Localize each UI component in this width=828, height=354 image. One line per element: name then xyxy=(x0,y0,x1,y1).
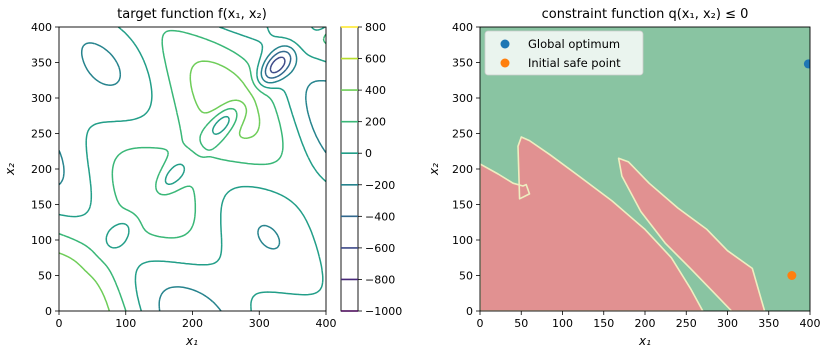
constraint-panel: constraint function q(x₁, x₂) ≤ 0 0 50 100… xyxy=(427,7,821,348)
contour-level-400 xyxy=(59,60,261,311)
contour-level-200 xyxy=(59,29,326,311)
x-tick-label: 350 xyxy=(758,317,779,330)
legend-marker-global-optimum xyxy=(500,39,510,49)
y-tick-label: 400 xyxy=(452,21,473,34)
constraint-x-ticks: 0 50 100 150 200 250 300 350 400 xyxy=(477,311,821,330)
y-tick-label: 300 xyxy=(31,92,52,105)
contour-ylabel: x₂ xyxy=(3,163,17,176)
y-tick-label: 50 xyxy=(459,270,473,283)
x-tick-label: 200 xyxy=(182,317,203,330)
colorbar-tick-label: −1000 xyxy=(365,305,402,318)
x-tick-label: 150 xyxy=(593,317,614,330)
legend-label-global-optimum: Global optimum xyxy=(528,37,620,51)
y-tick-label: 400 xyxy=(31,21,52,34)
contour-level--600 xyxy=(269,56,286,74)
colorbar xyxy=(340,26,359,312)
x-tick-label: 0 xyxy=(56,317,63,330)
contour-lines xyxy=(59,27,326,311)
contour-title: target function f(x₁, x₂) xyxy=(117,7,267,22)
colorbar-tick-label: −600 xyxy=(365,242,395,255)
contour-xlabel: x₁ xyxy=(185,334,198,348)
colorbar-levels xyxy=(341,26,358,312)
legend-box xyxy=(484,30,644,76)
y-tick-label: 250 xyxy=(31,128,52,141)
legend-label-initial-safe-point: Initial safe point xyxy=(528,56,621,70)
x-tick-label: 50 xyxy=(514,317,528,330)
x-tick-label: 200 xyxy=(635,317,656,330)
colorbar-tick-label: 0 xyxy=(365,147,372,160)
initial-safe-point-marker xyxy=(787,271,797,280)
x-tick-label: 0 xyxy=(477,317,484,330)
contour-panel: target function f(x₁, x₂) 0 100 200 300 400 … xyxy=(3,7,402,348)
y-tick-label: 350 xyxy=(452,57,473,70)
colorbar-tick-label: 600 xyxy=(365,53,386,66)
x-tick-label: 100 xyxy=(115,317,136,330)
colorbar-tick-label: 800 xyxy=(365,21,386,34)
x-tick-label: 300 xyxy=(249,317,270,330)
y-tick-label: 150 xyxy=(452,199,473,212)
legend: Global optimum Initial safe point xyxy=(484,30,644,76)
x-tick-label: 400 xyxy=(316,317,337,330)
x-tick-label: 300 xyxy=(717,317,738,330)
x-tick-label: 400 xyxy=(800,317,821,330)
colorbar-tick-label: −800 xyxy=(365,273,395,286)
y-tick-label: 350 xyxy=(31,57,52,70)
y-tick-label: 250 xyxy=(452,128,473,141)
x-tick-label: 100 xyxy=(552,317,573,330)
y-tick-label: 150 xyxy=(31,199,52,212)
contour-level--200 xyxy=(59,42,326,311)
marker-points xyxy=(787,59,810,280)
x-tick-label: 250 xyxy=(676,317,697,330)
colorbar-tick-label: −400 xyxy=(365,210,395,223)
constraint-xlabel: x₁ xyxy=(638,334,651,348)
constraint-y-ticks: 0 50 100 150 200 250 300 350 400 xyxy=(452,21,480,318)
y-tick-label: 0 xyxy=(45,305,52,318)
y-tick-label: 50 xyxy=(38,270,52,283)
contour-x-ticks: 0 100 200 300 400 xyxy=(56,311,337,330)
y-tick-label: 300 xyxy=(452,92,473,105)
contour-y-ticks: 0 50 100 150 200 250 300 350 400 xyxy=(31,21,59,318)
y-tick-label: 0 xyxy=(466,305,473,318)
constraint-ylabel: x₂ xyxy=(427,163,441,176)
unsafe-region-1 xyxy=(480,136,704,311)
y-tick-label: 200 xyxy=(31,163,52,176)
colorbar-ticks: 800 600 400 200 0 −200 −400 −600 −800 −1000 xyxy=(358,21,402,318)
constraint-title: constraint function q(x₁, x₂) ≤ 0 xyxy=(542,7,749,22)
colorbar-tick-label: 400 xyxy=(365,84,386,97)
colorbar-tick-label: −200 xyxy=(365,179,395,192)
y-tick-label: 200 xyxy=(452,163,473,176)
contour-level-0 xyxy=(59,27,326,311)
unsafe-region-2 xyxy=(617,157,766,311)
colorbar-tick-label: 200 xyxy=(365,116,386,129)
contour-level--400 xyxy=(264,50,292,79)
y-tick-label: 100 xyxy=(452,234,473,247)
legend-marker-initial-safe-point xyxy=(500,58,510,68)
global-optimum-marker xyxy=(803,59,810,69)
y-tick-label: 100 xyxy=(31,234,52,247)
